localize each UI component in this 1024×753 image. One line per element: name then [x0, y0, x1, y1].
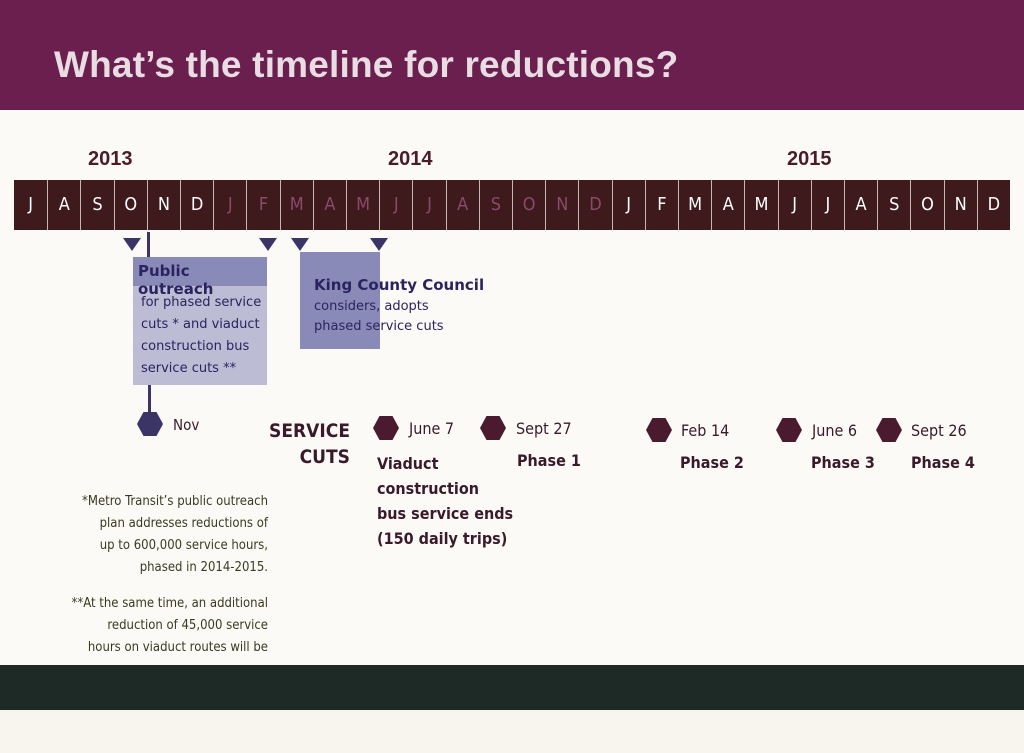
month-cell: N — [146, 180, 180, 230]
month-cell: J — [213, 180, 246, 230]
council-end-marker — [370, 238, 388, 251]
footnote-viaduct: **At the same time, an additional reduct… — [30, 593, 268, 659]
month-cell: A — [844, 180, 877, 230]
event-line: (150 daily trips) — [377, 529, 508, 548]
nov-marker-icon — [137, 412, 163, 436]
king-county-council-box — [300, 252, 380, 349]
month-cell: A — [711, 180, 744, 230]
footnote-line: reduction of 45,000 service — [107, 618, 268, 633]
footnote-line: phased in 2014-2015. — [139, 560, 268, 575]
month-cell: F — [246, 180, 279, 230]
service-cuts-line: CUTS — [299, 446, 350, 468]
public-outreach-box: Public outreach for phased service cuts … — [133, 257, 267, 385]
event-description: Phase 2 — [680, 453, 744, 472]
outreach-connector — [147, 232, 150, 257]
outreach-line: construction bus — [141, 339, 250, 354]
event-description: Phase 1 — [517, 451, 581, 470]
month-cell: J — [28, 194, 33, 215]
event-date: June 7 — [409, 419, 455, 438]
service-cuts-label: SERVICE CUTS — [268, 418, 350, 470]
month-cell: A — [312, 180, 346, 230]
event-marker-icon — [480, 416, 506, 440]
slide-title: What’s the timeline for reductions? — [54, 44, 679, 85]
event-description: Phase 3 — [811, 453, 875, 472]
council-line: phased service cuts — [314, 319, 444, 334]
month-cell: F — [644, 180, 678, 230]
month-cell: M — [279, 180, 313, 230]
month-cell: J — [379, 180, 412, 230]
month-cell: J — [777, 180, 811, 230]
month-cell: M — [744, 180, 777, 230]
floor-area — [0, 710, 1024, 753]
month-cell: N — [545, 180, 578, 230]
slide: What’s the timeline for reductions? 2013… — [0, 0, 1024, 665]
council-line: considers, adopts — [314, 299, 429, 314]
footnote-line: *Metro Transit’s public outreach — [82, 494, 268, 509]
event-line: Viaduct — [377, 454, 439, 473]
outreach-line: for phased service — [141, 295, 262, 310]
month-cell: S — [478, 180, 512, 230]
event-marker-icon — [373, 416, 399, 440]
month-cell: J — [611, 180, 645, 230]
event-marker-icon — [776, 418, 802, 442]
service-cuts-line: SERVICE — [269, 420, 350, 442]
event-date: June 6 — [812, 421, 858, 440]
year-label-2015: 2015 — [787, 148, 832, 170]
footnote-outreach: *Metro Transit’s public outreach plan ad… — [30, 491, 268, 579]
title-bar: What’s the timeline for reductions? — [0, 0, 1024, 110]
event-date: Sept 27 — [516, 419, 572, 438]
month-cell: A — [445, 180, 479, 230]
event-line: bus service ends — [377, 504, 514, 523]
event-description: Viaduct construction bus service ends (1… — [377, 451, 513, 551]
month-cell: M — [346, 180, 379, 230]
footnote-line: **At the same time, an additional — [71, 596, 268, 611]
screen-bottom-edge — [0, 665, 1024, 710]
footnote-line: plan addresses reductions of — [99, 516, 268, 531]
year-label-2014: 2014 — [388, 148, 433, 170]
month-cell: A — [47, 180, 80, 230]
month-cell: M — [678, 180, 711, 230]
council-heading: King County Council — [314, 276, 485, 294]
month-cell: J — [412, 180, 445, 230]
month-cell: J — [810, 180, 844, 230]
nov-label: Nov — [173, 416, 200, 434]
month-cell: S — [877, 180, 910, 230]
month-cell: O — [910, 180, 943, 230]
event-line: construction — [377, 479, 479, 498]
event-date: Sept 26 — [911, 421, 967, 440]
month-cell: S — [80, 180, 113, 230]
footnote-line: hours on viaduct routes will be — [87, 640, 268, 655]
nov-connector — [148, 385, 151, 413]
month-cell: D — [976, 180, 1010, 230]
public-outreach-heading: Public outreach — [138, 262, 214, 298]
public-outreach-header — [133, 257, 267, 286]
month-cell: D — [578, 180, 611, 230]
council-start-marker — [291, 238, 309, 251]
outreach-line: cuts * and viaduct — [141, 317, 260, 332]
public-outreach-body: for phased service cuts * and viaduct co… — [141, 292, 261, 380]
event-description: Phase 4 — [911, 453, 975, 472]
month-cell: O — [512, 180, 545, 230]
year-label-2013: 2013 — [88, 148, 133, 170]
month-cell: D — [180, 180, 213, 230]
outreach-start-marker — [123, 238, 141, 251]
event-marker-icon — [876, 418, 902, 442]
footnote-line: up to 600,000 service hours, — [99, 538, 268, 553]
outreach-line: service cuts ** — [141, 361, 237, 376]
event-marker-icon — [646, 418, 672, 442]
event-date: Feb 14 — [681, 421, 730, 440]
month-cell: O — [113, 180, 147, 230]
month-cell: N — [943, 180, 977, 230]
council-text: King County Council considers, adopts ph… — [314, 274, 484, 337]
outreach-end-marker — [259, 238, 277, 251]
